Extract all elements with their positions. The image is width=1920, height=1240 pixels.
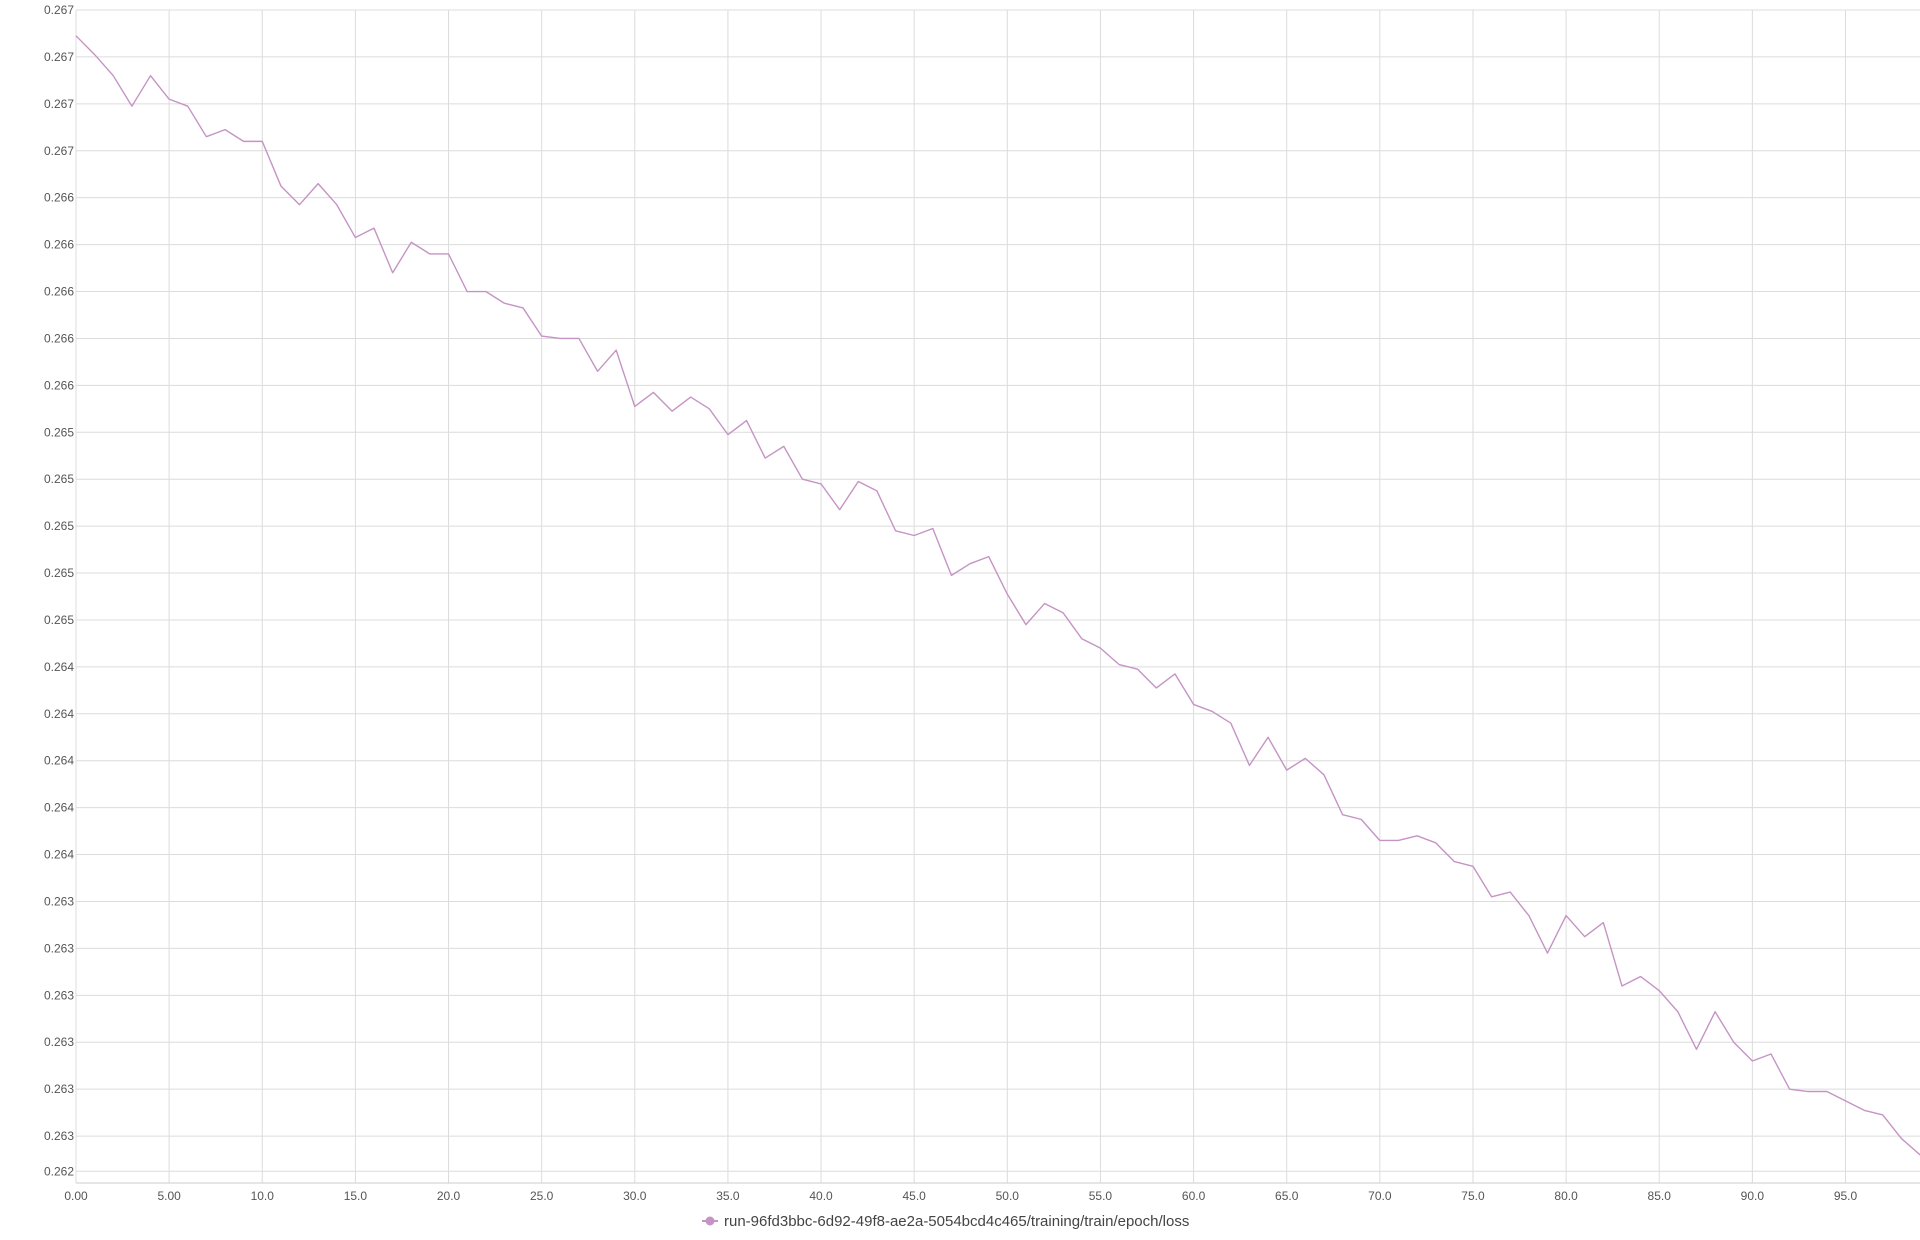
y-tick-label: 0.267 (44, 50, 74, 64)
y-tick-label: 0.267 (44, 97, 74, 111)
legend-label: run-96fd3bbc-6d92-49f8-ae2a-5054bcd4c465… (724, 1213, 1189, 1230)
series-layer (75, 35, 1920, 1156)
y-tick-label: 0.266 (44, 331, 74, 345)
y-tick-label: 0.266 (44, 191, 74, 205)
y-tick-label: 0.265 (44, 613, 74, 627)
y-tick-label: 0.265 (44, 425, 74, 439)
y-tick-label: 0.264 (44, 801, 74, 815)
x-tick-label: 70.0 (1368, 1189, 1392, 1203)
x-tick-label: 65.0 (1275, 1189, 1299, 1203)
grid-lines (75, 9, 1920, 1184)
x-tick-label: 15.0 (344, 1189, 368, 1203)
x-tick-label: 25.0 (530, 1189, 554, 1203)
x-tick-label: 30.0 (623, 1189, 647, 1203)
y-tick-label: 0.266 (44, 378, 74, 392)
y-tick-label: 0.265 (44, 519, 74, 533)
x-tick-label: 80.0 (1554, 1189, 1578, 1203)
y-tick-label: 0.264 (44, 707, 74, 721)
y-tick-label: 0.263 (44, 1129, 74, 1143)
y-tick-label: 0.263 (44, 988, 74, 1002)
y-tick-label: 0.265 (44, 566, 74, 580)
x-tick-label: 85.0 (1648, 1189, 1672, 1203)
x-tick-label: 55.0 (1089, 1189, 1113, 1203)
y-tick-label: 0.267 (44, 144, 74, 158)
series-line[interactable] (75, 35, 1920, 1156)
x-tick-label: 75.0 (1461, 1189, 1485, 1203)
y-tick-label: 0.266 (44, 238, 74, 252)
x-tick-label: 20.0 (437, 1189, 461, 1203)
x-tick-label: 10.0 (251, 1189, 275, 1203)
x-tick-label: 60.0 (1182, 1189, 1206, 1203)
y-tick-label: 0.262 (44, 1164, 74, 1178)
y-tick-label: 0.263 (44, 1082, 74, 1096)
x-tick-label: 90.0 (1741, 1189, 1765, 1203)
legend[interactable]: run-96fd3bbc-6d92-49f8-ae2a-5054bcd4c465… (702, 1213, 1189, 1230)
x-tick-label: 45.0 (903, 1189, 927, 1203)
x-tick-label: 5.00 (157, 1189, 181, 1203)
y-tick-label: 0.265 (44, 472, 74, 486)
y-tick-label: 0.264 (44, 754, 74, 768)
y-tick-label: 0.263 (44, 941, 74, 955)
x-axis-ticks: 0.00 5.00 10.0 15.0 20.0 25.0 30.0 35.0 40.0 45.0… (64, 1189, 1857, 1203)
y-tick-label: 0.263 (44, 1035, 74, 1049)
y-tick-label: 0.264 (44, 848, 74, 862)
legend-marker-icon (705, 1216, 715, 1226)
y-tick-label: 0.263 (44, 894, 74, 908)
y-tick-label: 0.266 (44, 285, 74, 299)
x-tick-label: 35.0 (716, 1189, 740, 1203)
y-axis-ticks: 0.262 0.263 0.263 0.263 0.263 0.263 0.263 0.264… (44, 3, 74, 1178)
y-tick-label: 0.264 (44, 660, 74, 674)
y-tick-label: 0.267 (44, 3, 74, 17)
x-tick-label: 95.0 (1834, 1189, 1858, 1203)
x-tick-label: 50.0 (996, 1189, 1020, 1203)
x-tick-label: 0.00 (64, 1189, 88, 1203)
x-tick-label: 40.0 (809, 1189, 833, 1203)
